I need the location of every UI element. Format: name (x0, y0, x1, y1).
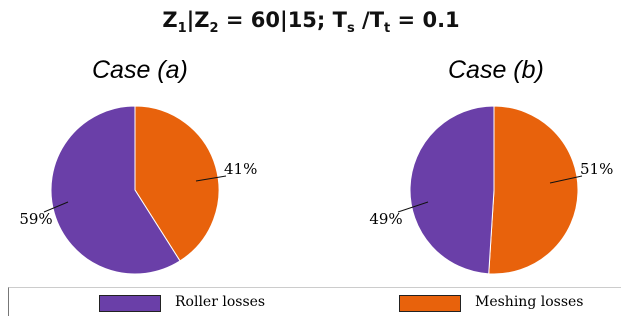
pie-a-label-meshing: 41% (224, 160, 257, 178)
chart-title: Z1|Z2 = 60|15; Ts /Tt = 0.1 (162, 8, 460, 37)
pie-b-leader-meshing (549, 175, 583, 184)
pie-a-leader-meshing (195, 175, 227, 182)
legend-swatch-roller (99, 295, 161, 312)
pie-a-slice-roller (50, 105, 181, 275)
pie-a-leader-roller (43, 201, 69, 213)
pie-b-leader-roller (397, 201, 429, 213)
pie-a-label-roller: 59% (19, 210, 52, 228)
pie-b-slice-roller (409, 105, 495, 275)
legend-label-roller: Roller losses (175, 294, 266, 310)
case-b-title: Case (b) (448, 56, 544, 84)
pie-b-label-meshing: 51% (580, 160, 613, 178)
legend-swatch-meshing (399, 295, 461, 312)
legend: Roller losses Meshing losses (8, 287, 621, 316)
legend-label-meshing: Meshing losses (475, 294, 584, 310)
pie-b-label-roller: 49% (369, 210, 402, 228)
pie-b-slice-meshing (488, 105, 579, 275)
case-a-title: Case (a) (92, 56, 188, 84)
